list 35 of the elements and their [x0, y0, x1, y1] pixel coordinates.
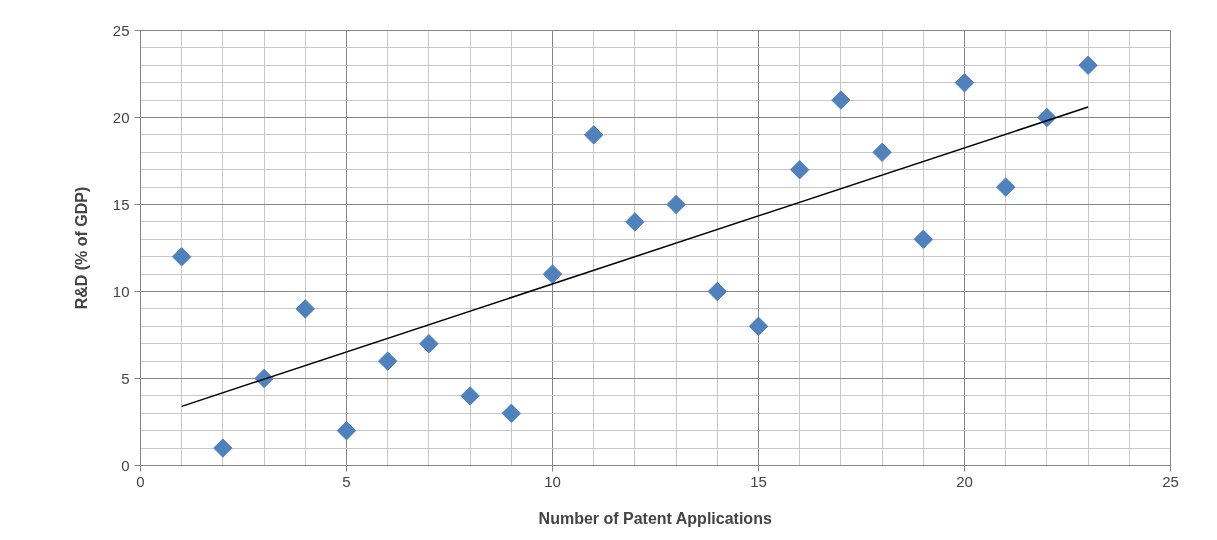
point: [584, 125, 604, 145]
point: [213, 438, 233, 458]
point: [913, 229, 933, 249]
point: [336, 421, 357, 441]
y-tick-label: 5: [121, 369, 130, 387]
x-tick-label: 20: [956, 472, 973, 490]
point: [996, 177, 1016, 197]
point: [419, 334, 439, 354]
point: [378, 351, 398, 371]
point: [172, 247, 192, 267]
point: [1078, 55, 1098, 75]
point: [542, 264, 563, 284]
x-tick-label: 0: [136, 472, 145, 490]
point: [872, 142, 892, 162]
point: [748, 316, 769, 336]
x-tick-label: 10: [544, 472, 561, 490]
y-tick-label: 10: [112, 282, 130, 300]
point: [790, 160, 810, 180]
point: [460, 386, 480, 406]
point: [625, 212, 645, 232]
point: [831, 90, 851, 110]
point: [666, 194, 686, 215]
y-tick-label: 0: [121, 456, 130, 474]
x-axis-title: Number of Patent Applications: [538, 509, 772, 527]
x-tick-label: 25: [1162, 472, 1179, 490]
point: [501, 403, 521, 423]
point: [707, 281, 727, 302]
y-axis-title: R&D (% of GDP): [72, 186, 90, 310]
point: [295, 299, 315, 319]
x-tick-label: 5: [342, 472, 351, 490]
x-tick-label: 15: [750, 472, 767, 490]
y-tick-label: 20: [112, 108, 130, 126]
point: [954, 73, 975, 93]
y-tick-label: 25: [112, 21, 130, 39]
y-tick-label: 15: [112, 195, 130, 213]
